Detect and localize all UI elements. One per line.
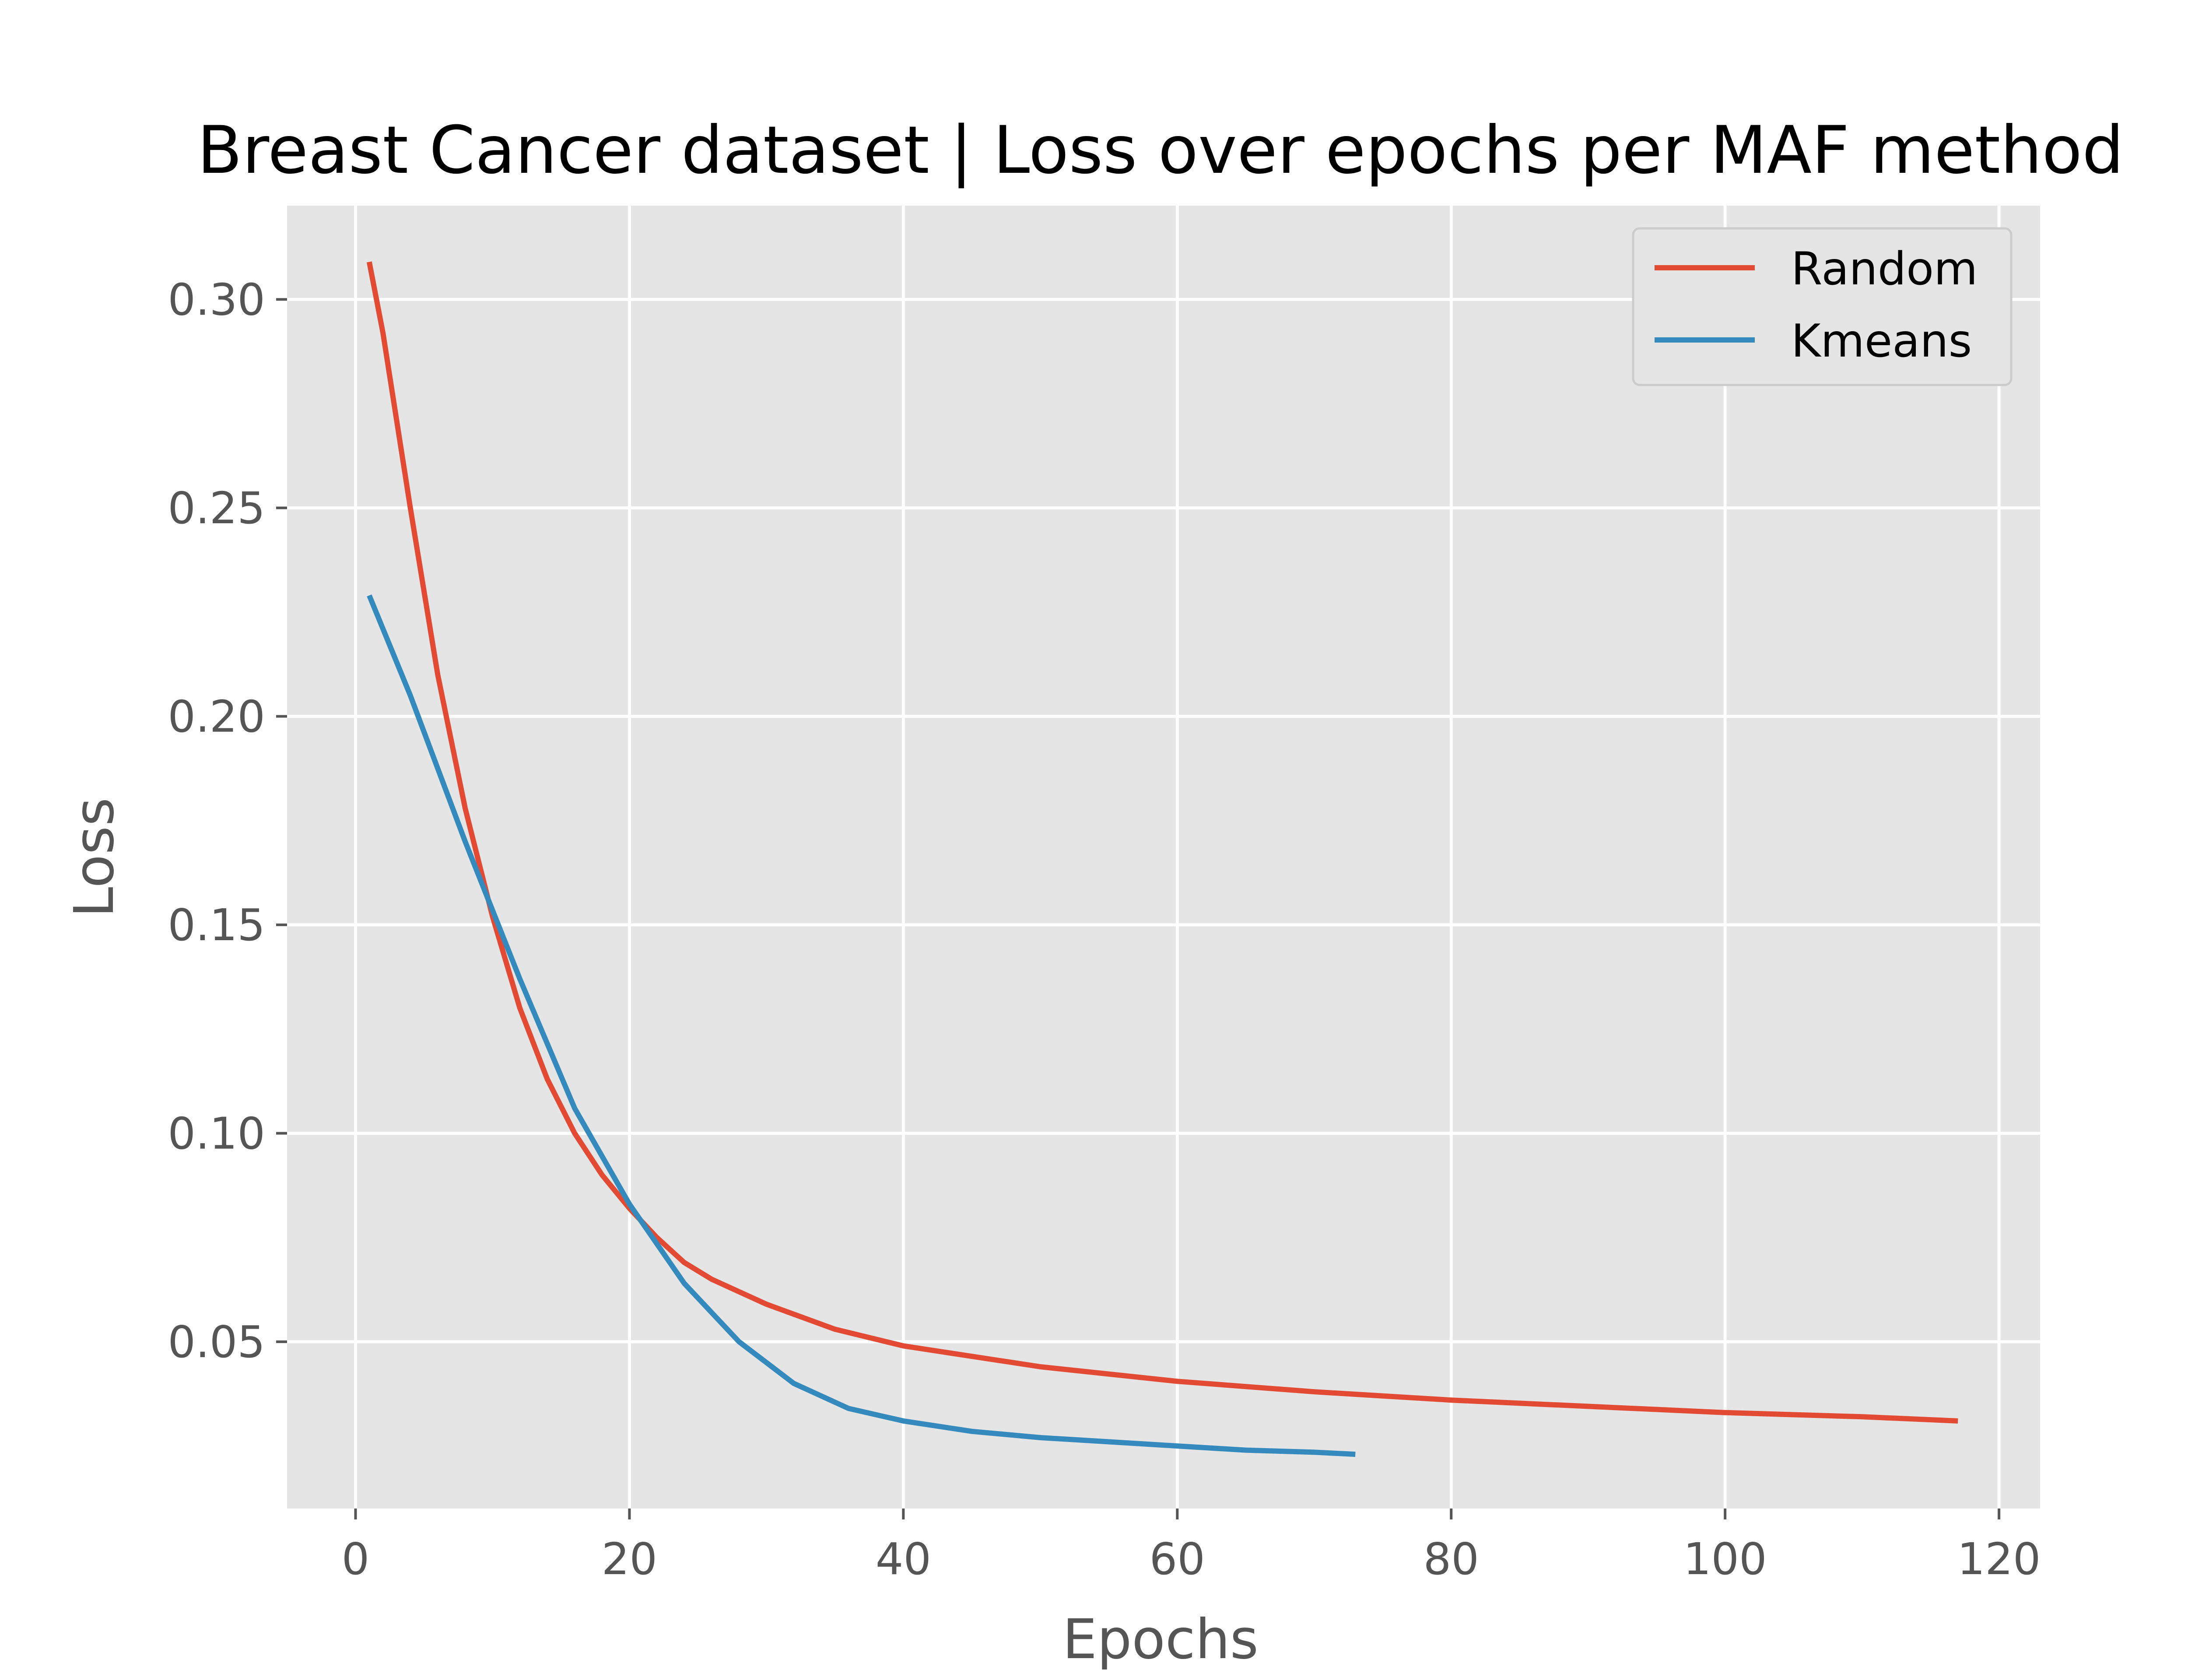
legend-label-kmeans: Kmeans	[1791, 315, 1972, 368]
y-tick-label: 0.25	[168, 483, 265, 534]
legend-label-random: Random	[1791, 243, 1978, 295]
y-axis-label: Loss	[63, 798, 126, 917]
series-line-kmeans	[367, 594, 1356, 1457]
legend: Random Kmeans	[1632, 227, 2013, 386]
x-tick-label: 40	[876, 1533, 931, 1585]
x-tick-label: 20	[602, 1533, 657, 1585]
y-tick-label: 0.20	[168, 691, 265, 742]
y-tick-label: 0.15	[168, 900, 265, 951]
axis-ticks: 0 20 40 60 80 100 120 0.05 0.10 0.15 0.20 0.25 0.30	[168, 274, 2041, 1585]
y-tick-label: 0.05	[168, 1316, 265, 1368]
x-tick-label: 0	[342, 1533, 370, 1585]
x-tick-label: 100	[1683, 1533, 1767, 1585]
plot-series	[366, 261, 1958, 1457]
chart-title: Breast Cancer dataset | Loss over epochs…	[197, 112, 2124, 189]
y-tick-label: 0.10	[168, 1108, 265, 1159]
x-tick-label: 120	[1957, 1533, 2041, 1585]
plot-background	[287, 206, 2040, 1508]
x-tick-label: 80	[1424, 1533, 1479, 1585]
x-tick-label: 60	[1150, 1533, 1205, 1585]
series-line-random	[366, 261, 1958, 1424]
x-axis-label: Epochs	[1062, 1608, 1259, 1671]
y-tick-label: 0.30	[168, 274, 265, 325]
